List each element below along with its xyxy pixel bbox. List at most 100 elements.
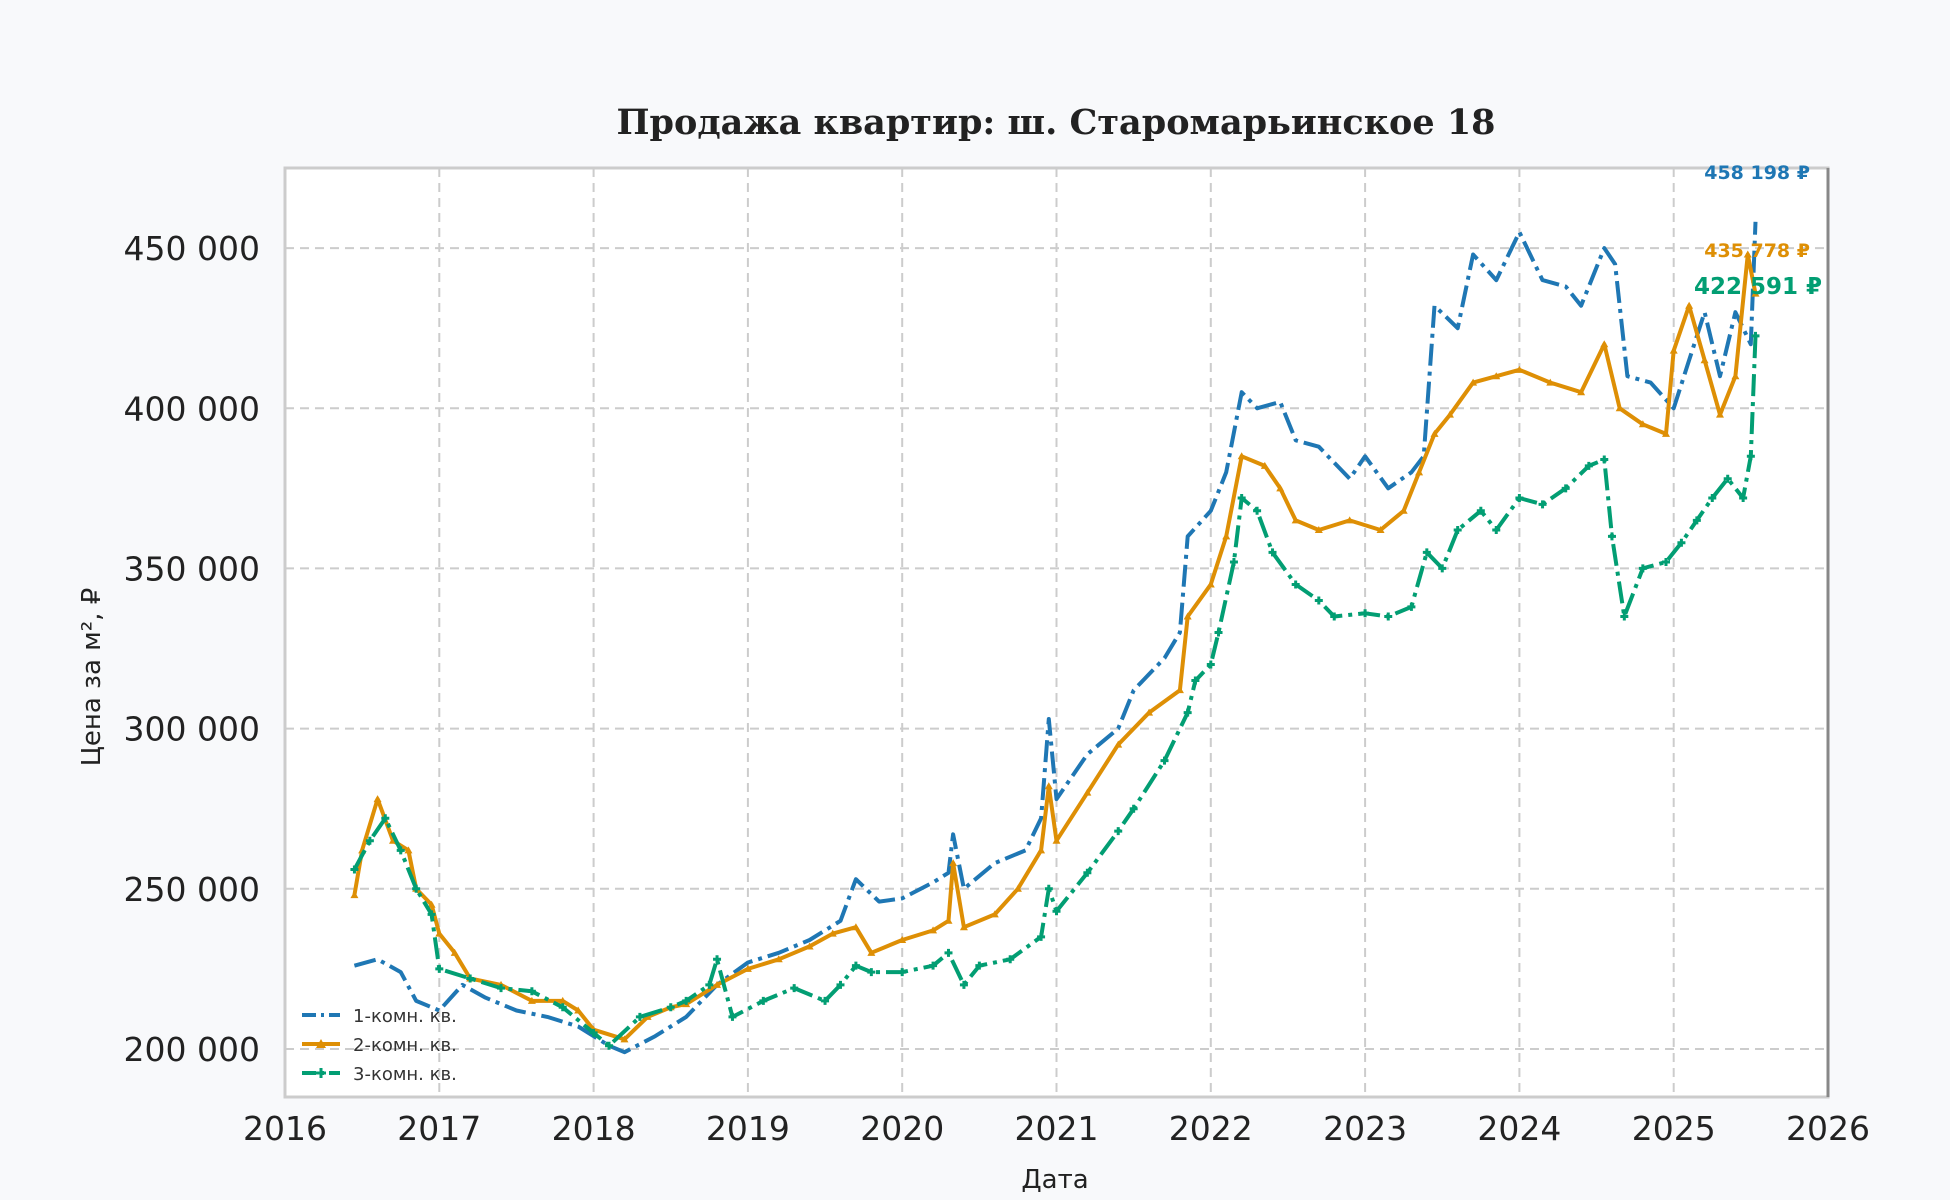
data-point [1751, 289, 1760, 297]
data-point [1723, 474, 1732, 483]
data-point [1453, 525, 1462, 534]
data-point [1584, 461, 1593, 470]
x-tick-label: 2020 [860, 1109, 944, 1148]
x-tick-label: 2016 [243, 1109, 327, 1148]
data-point [1006, 955, 1015, 964]
data-point [1743, 250, 1752, 258]
data-point [1206, 660, 1215, 669]
data-point [1438, 564, 1447, 573]
data-point [1222, 532, 1231, 540]
end-value-label: 435 778 ₽ [1704, 240, 1810, 262]
data-point [1206, 580, 1215, 588]
data-point [759, 996, 768, 1005]
data-point [1561, 484, 1570, 493]
data-point [365, 836, 374, 845]
chart-title: Продажа квартир: ш. Старомарьинское 18 [616, 102, 1495, 143]
data-point [959, 980, 968, 989]
data-point [1291, 580, 1300, 589]
x-tick-label: 2017 [397, 1109, 481, 1148]
data-point [1415, 468, 1424, 476]
data-point [1052, 836, 1061, 844]
data-point [898, 968, 907, 977]
data-point [1751, 331, 1760, 340]
data-point [1013, 884, 1022, 892]
end-labels: 458 198 ₽ 435 778 ₽ 422 591 ₽ [1694, 162, 1822, 300]
data-point [1253, 506, 1262, 515]
data-point [1160, 756, 1169, 765]
data-point [1183, 708, 1192, 717]
data-point [404, 846, 413, 854]
data-point [1037, 932, 1046, 941]
y-tick-label: 250 000 [124, 870, 260, 909]
data-point [1739, 493, 1748, 502]
data-point [620, 1035, 629, 1043]
data-point [1083, 868, 1092, 877]
data-point [1661, 429, 1670, 437]
data-point [990, 910, 999, 918]
data-point [1538, 500, 1547, 509]
data-point [1685, 301, 1694, 309]
series-3 [350, 331, 1760, 1050]
y-tick-label: 200 000 [124, 1030, 260, 1069]
data-point [959, 923, 968, 931]
data-point [396, 846, 405, 855]
data-point [1330, 612, 1339, 621]
data-point [1700, 356, 1709, 364]
data-point [1345, 516, 1354, 524]
data-point [1708, 493, 1717, 502]
data-point [527, 987, 536, 996]
legend-item: 1-комн. кв. [302, 1006, 457, 1027]
data-point [1191, 676, 1200, 685]
data-point [898, 936, 907, 944]
x-axis-label: Дата [1021, 1165, 1088, 1195]
data-point [497, 984, 506, 993]
data-point [1546, 378, 1555, 386]
data-point [1037, 846, 1046, 854]
data-point [1145, 708, 1154, 716]
data-point [949, 859, 958, 867]
data-point [1237, 452, 1246, 460]
x-tick-label: 2022 [1169, 1109, 1253, 1148]
data-point [666, 1003, 675, 1012]
data-point [558, 996, 567, 1004]
data-point [851, 923, 860, 931]
data-point [1183, 612, 1192, 620]
data-point [1746, 452, 1755, 461]
data-point [743, 964, 752, 972]
legend-item: 2-комн. кв. [302, 1035, 457, 1056]
series-1 [353, 221, 1758, 1055]
data-point [1237, 493, 1246, 502]
data-point [1600, 340, 1609, 348]
x-tick-label: 2018 [552, 1109, 636, 1148]
data-point [1430, 429, 1439, 437]
legend: 1-комн. кв. 2-комн. кв. 3-комн. кв. [302, 1006, 457, 1085]
data-point [944, 916, 953, 924]
y-tick-label: 400 000 [124, 389, 260, 428]
data-point [1399, 506, 1408, 514]
legend-label: 1-комн. кв. [353, 1006, 457, 1027]
series-line [353, 221, 1758, 1055]
x-tick-label: 2019 [706, 1109, 790, 1148]
x-tick-label: 2024 [1477, 1109, 1561, 1148]
data-point [1114, 827, 1123, 836]
y-tick-label: 300 000 [124, 710, 260, 749]
data-point [1114, 740, 1123, 748]
data-point [1376, 525, 1385, 533]
data-point [1600, 455, 1609, 464]
data-point [1291, 516, 1300, 524]
end-value-label: 458 198 ₽ [1704, 162, 1810, 184]
legend-item: 3-комн. кв. [302, 1064, 457, 1085]
data-point [929, 926, 938, 934]
data-point [867, 948, 876, 956]
data-point [527, 996, 536, 1004]
data-point [828, 929, 837, 937]
x-tick-label: 2026 [1786, 1109, 1870, 1148]
data-point [435, 929, 444, 937]
data-point [713, 980, 722, 988]
data-point [1268, 548, 1277, 557]
data-point [1314, 525, 1323, 533]
data-point [1638, 564, 1647, 573]
data-point [381, 814, 390, 823]
data-point [435, 964, 444, 973]
data-point [1515, 493, 1524, 502]
